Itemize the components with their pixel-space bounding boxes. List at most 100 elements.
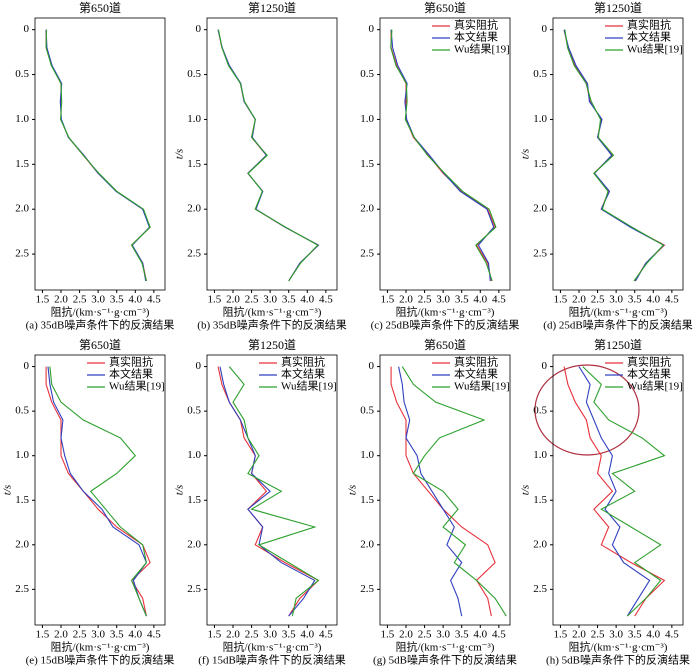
y-tick-label: 1.0 xyxy=(533,113,547,125)
x-tick-label: 4.0 xyxy=(300,294,314,306)
y-tick-label: 2.5 xyxy=(187,583,201,595)
series-line xyxy=(49,366,147,617)
y-tick-label: 0 xyxy=(196,360,202,372)
plot-frame xyxy=(206,17,338,291)
x-tick-label: 3.0 xyxy=(436,294,450,306)
series-line xyxy=(401,366,507,617)
legend-label: 真实阻抗 xyxy=(109,355,153,369)
x-tick-label: 3.5 xyxy=(628,629,642,641)
x-tick-label: 2.0 xyxy=(399,294,413,306)
plot-frame xyxy=(552,354,684,626)
y-tick-label: 2.0 xyxy=(15,538,29,550)
plot-frame xyxy=(552,17,684,291)
y-axis-label: t/s xyxy=(520,149,532,159)
y-tick-label: 1.0 xyxy=(360,449,374,461)
y-tick-label: 1.5 xyxy=(360,494,374,506)
x-axis-label: 阻抗/(km·s⁻¹·g·cm⁻³) xyxy=(396,305,495,319)
series-line xyxy=(390,29,497,282)
y-tick-label: 0 xyxy=(196,23,202,35)
series-line xyxy=(564,29,665,282)
series-line xyxy=(582,366,666,617)
x-tick-label: 4.0 xyxy=(128,629,142,641)
x-tick-label: 3.5 xyxy=(110,629,124,641)
x-tick-label: 2.5 xyxy=(245,294,259,306)
legend-label: 真实阻抗 xyxy=(454,355,498,369)
legend-label: 真实阻抗 xyxy=(627,18,671,32)
y-tick-label: 1.5 xyxy=(187,494,201,506)
caption: (d) 25dB噪声条件下的反演结果 xyxy=(543,318,692,332)
y-tick-label: 0 xyxy=(369,360,375,372)
x-tick-label: 3.5 xyxy=(110,294,124,306)
panel-title: 第650道 xyxy=(79,338,121,352)
legend-label: Wu结果[19] xyxy=(454,43,510,56)
y-tick-label: 1.5 xyxy=(187,158,201,170)
x-tick-label: 4.5 xyxy=(319,294,333,306)
legend-label: 真实阻抗 xyxy=(454,18,498,32)
x-tick-label: 4.5 xyxy=(319,629,333,641)
legend-label: 本文结果 xyxy=(109,367,153,381)
panel-title: 第1250道 xyxy=(248,338,296,352)
x-tick-label: 2.0 xyxy=(54,629,68,641)
x-tick-label: 4.0 xyxy=(646,294,660,306)
x-tick-label: 2.0 xyxy=(572,629,586,641)
legend-label: Wu结果[19] xyxy=(627,43,683,56)
series-line xyxy=(398,366,463,617)
legend-label: Wu结果[19] xyxy=(109,380,165,393)
panel-title: 第650道 xyxy=(79,1,121,15)
x-tick-label: 1.5 xyxy=(36,294,50,306)
y-tick-label: 2.5 xyxy=(360,248,374,260)
x-tick-label: 4.0 xyxy=(473,629,487,641)
panel-title: 第650道 xyxy=(424,338,466,352)
highlight-ellipse xyxy=(534,364,640,456)
x-tick-label: 4.0 xyxy=(473,294,487,306)
legend-label: Wu结果[19] xyxy=(627,380,683,393)
x-tick-label: 3.5 xyxy=(282,294,296,306)
series-line xyxy=(390,366,496,617)
x-tick-label: 1.5 xyxy=(554,629,568,641)
series-line xyxy=(45,29,151,282)
y-tick-label: 1.5 xyxy=(360,158,374,170)
x-tick-label: 3.0 xyxy=(609,629,623,641)
caption: (b) 35dB噪声条件下的反演结果 xyxy=(197,318,346,332)
x-tick-label: 2.5 xyxy=(245,629,259,641)
series-line xyxy=(47,366,148,617)
y-tick-label: 2.0 xyxy=(533,203,547,215)
y-tick-label: 0.5 xyxy=(360,405,374,417)
panel-title: 第1250道 xyxy=(248,1,296,15)
x-axis-label: 阻抗/(km·s⁻¹·g·cm⁻³) xyxy=(223,640,322,654)
plot-frame xyxy=(379,17,511,291)
y-tick-label: 2.5 xyxy=(187,248,201,260)
x-tick-label: 2.0 xyxy=(572,294,586,306)
y-axis-label: t/s xyxy=(174,485,186,495)
y-axis-label: t/s xyxy=(347,485,359,495)
series-line xyxy=(217,366,320,617)
x-axis-label: 阻抗/(km·s⁻¹·g·cm⁻³) xyxy=(569,305,668,319)
x-tick-label: 4.5 xyxy=(492,629,506,641)
y-tick-label: 0.5 xyxy=(360,68,374,80)
x-axis-label: 阻抗/(km·s⁻¹·g·cm⁻³) xyxy=(51,305,150,319)
legend-label: Wu结果[19] xyxy=(281,380,337,393)
plot-frame xyxy=(34,354,166,626)
x-tick-label: 2.5 xyxy=(418,629,432,641)
x-tick-label: 3.0 xyxy=(609,294,623,306)
legend-label: 真实阻抗 xyxy=(281,355,325,369)
y-tick-label: 0.5 xyxy=(533,68,547,80)
x-tick-label: 2.0 xyxy=(226,629,240,641)
x-tick-label: 3.5 xyxy=(282,629,296,641)
legend-label: 本文结果 xyxy=(281,367,325,381)
x-tick-label: 3.0 xyxy=(91,629,105,641)
x-tick-label: 2.0 xyxy=(54,294,68,306)
y-axis-label: t/s xyxy=(2,485,14,495)
y-tick-label: 0 xyxy=(369,23,375,35)
x-tick-label: 1.5 xyxy=(381,629,395,641)
x-tick-label: 2.5 xyxy=(73,629,87,641)
x-tick-label: 4.5 xyxy=(665,629,679,641)
x-tick-label: 1.5 xyxy=(554,294,568,306)
x-tick-label: 4.0 xyxy=(128,294,142,306)
x-tick-label: 2.5 xyxy=(418,294,432,306)
x-tick-label: 2.0 xyxy=(226,294,240,306)
y-axis-label: t/s xyxy=(174,149,186,159)
x-axis-label: 阻抗/(km·s⁻¹·g·cm⁻³) xyxy=(569,640,668,654)
x-tick-label: 2.5 xyxy=(591,294,605,306)
